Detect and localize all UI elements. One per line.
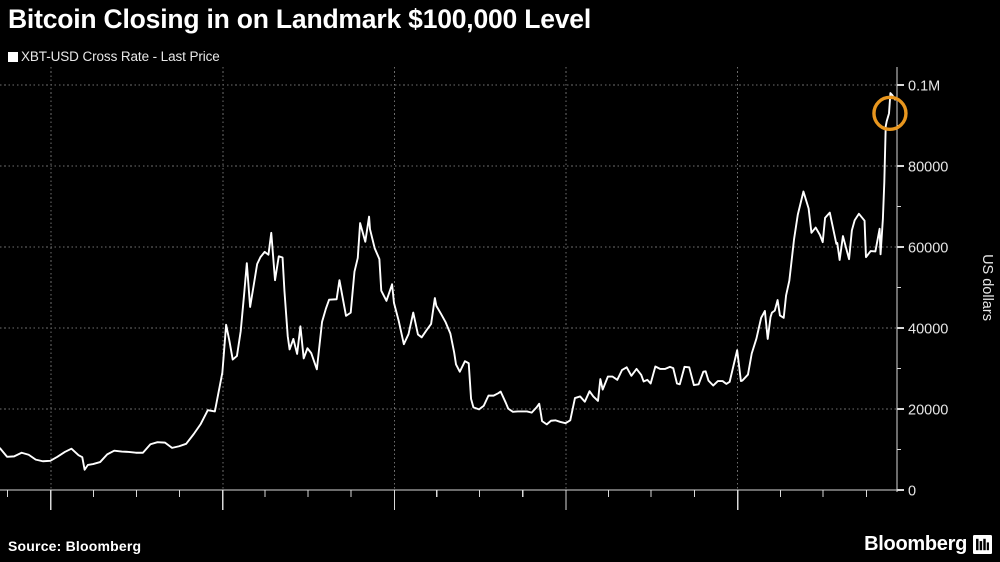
source-note: Source: Bloomberg (8, 538, 142, 554)
gridlines (0, 67, 897, 491)
series-line (0, 92, 897, 471)
y-tick-label: 80000 (908, 160, 948, 176)
y-tick-label: 20000 (908, 403, 948, 419)
y-axis-labels: 0 20000 40000 60000 80000 0.1M (908, 79, 948, 500)
y-tick-label: 0.1M (908, 79, 940, 95)
y-axis-title: US dollars (979, 254, 995, 321)
y-axis-title-label: US dollars (979, 254, 995, 321)
bloomberg-branding: Bloomberg (864, 533, 992, 556)
page-title: Bitcoin Closing in on Landmark $100,000 … (8, 4, 592, 34)
y-tick-label: 40000 (908, 322, 948, 338)
legend-swatch-icon (8, 51, 18, 62)
legend-item-label: XBT-USD Cross Rate - Last Price (21, 49, 220, 64)
chart-legend: XBT-USD Cross Rate - Last Price (8, 49, 220, 64)
bloomberg-terminal-icon (973, 535, 992, 554)
axis-lines (0, 67, 898, 492)
brand-name: Bloomberg (864, 533, 967, 555)
axis-ticks (6, 84, 904, 510)
highlight-marker (872, 95, 908, 132)
y-tick-label: 60000 (908, 241, 948, 257)
y-tick-label: 0 (908, 484, 916, 500)
